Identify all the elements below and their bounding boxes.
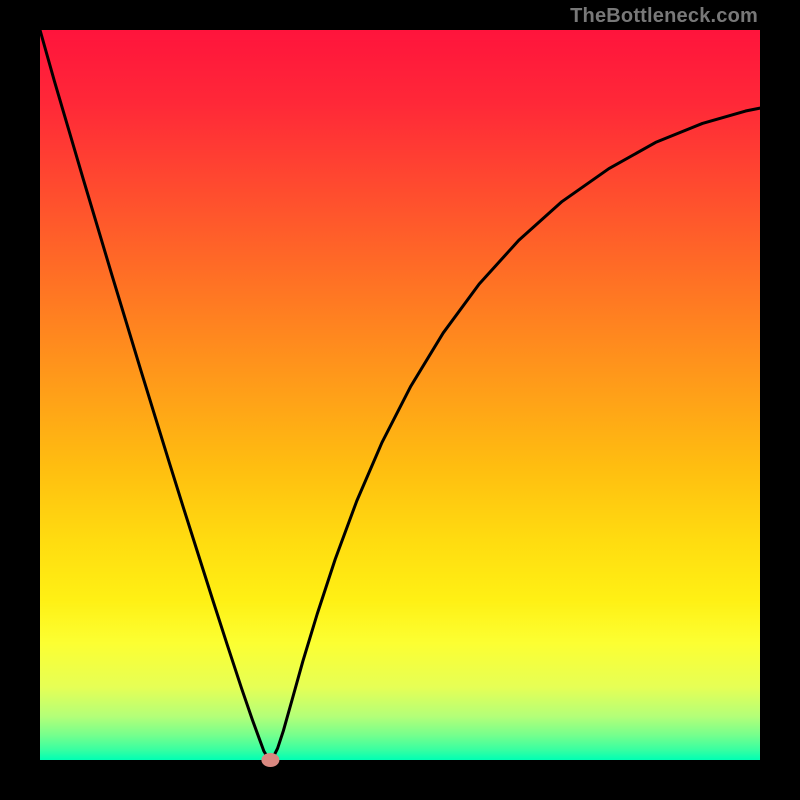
chart-frame: TheBottleneck.com [0,0,800,800]
watermark-text: TheBottleneck.com [570,5,758,28]
optimal-point-marker [261,753,279,767]
bottleneck-curve [0,0,800,800]
